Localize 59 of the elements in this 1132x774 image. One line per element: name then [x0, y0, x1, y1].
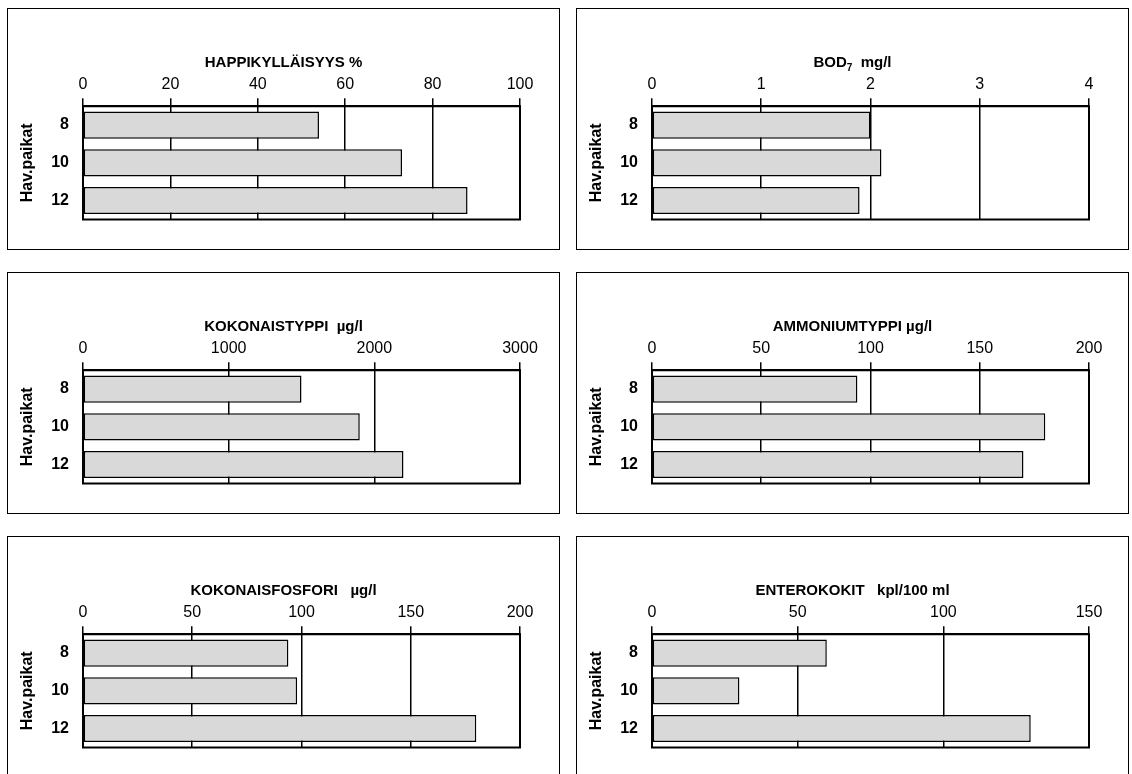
x-tick-label: 100 — [929, 603, 957, 621]
y-tick-label: 8 — [60, 379, 70, 397]
y-tick-label: 10 — [620, 417, 639, 435]
y-tick-label: 10 — [51, 681, 70, 699]
y-axis-title: Hav.paikat — [18, 122, 36, 203]
y-tick-label: 8 — [629, 643, 639, 661]
x-tick-label: 150 — [1075, 603, 1103, 621]
x-tick-label: 50 — [788, 603, 807, 621]
x-tick-label: 3 — [975, 75, 985, 93]
chart-title: ENTEROKOKIT kpl/100 ml — [754, 581, 951, 598]
y-axis-title: Hav.paikat — [587, 650, 605, 731]
x-tick-label: 200 — [1075, 339, 1103, 357]
y-tick-label: 10 — [51, 417, 70, 435]
x-tick-label: 40 — [248, 75, 267, 93]
y-tick-label: 8 — [629, 115, 639, 133]
x-tick-label: 4 — [1084, 75, 1094, 93]
chart-title: BOD$_{7}$ mg/l — [812, 53, 893, 73]
chart-title: KOKONAISTYPPI µg/l — [203, 317, 364, 334]
y-tick-label: 10 — [620, 681, 639, 699]
x-tick-label: 1 — [756, 75, 766, 93]
y-tick-label: 12 — [620, 190, 639, 208]
x-tick-label: 0 — [78, 339, 88, 357]
y-tick-label: 12 — [51, 454, 70, 472]
y-axis-title: Hav.paikat — [18, 650, 36, 731]
x-tick-label: 60 — [336, 75, 355, 93]
x-tick-label: 150 — [397, 603, 425, 621]
chart-title: KOKONAISFOSFORI µg/l — [189, 581, 378, 598]
x-tick-label: 100 — [288, 603, 315, 621]
x-tick-label: 2 — [866, 75, 876, 93]
chart-title: HAPPIKYLLÄISYYS % — [203, 53, 364, 70]
y-tick-label: 8 — [629, 379, 639, 397]
x-tick-label: 50 — [752, 339, 771, 357]
y-tick-label: 8 — [60, 115, 70, 133]
x-tick-label: 3000 — [502, 339, 538, 357]
x-tick-label: 100 — [857, 339, 884, 357]
x-tick-label: 80 — [423, 75, 442, 93]
x-tick-label: 200 — [506, 603, 534, 621]
y-tick-label: 12 — [620, 718, 639, 736]
x-tick-label: 0 — [78, 75, 88, 93]
x-tick-label: 0 — [647, 75, 657, 93]
y-tick-label: 10 — [620, 153, 639, 171]
x-tick-label: 0 — [78, 603, 88, 621]
y-tick-label: 12 — [51, 718, 70, 736]
x-tick-label: 20 — [161, 75, 180, 93]
y-axis-title: Hav.paikat — [587, 386, 605, 467]
y-tick-label: 10 — [51, 153, 70, 171]
y-tick-label: 8 — [60, 643, 70, 661]
x-tick-label: 1000 — [210, 339, 247, 357]
y-tick-label: 12 — [51, 190, 70, 208]
x-tick-label: 150 — [966, 339, 994, 357]
x-tick-label: 2000 — [356, 339, 393, 357]
x-tick-label: 50 — [183, 603, 202, 621]
chart-title: AMMONIUMTYPPI µg/l — [771, 317, 934, 334]
x-tick-label: 0 — [647, 339, 657, 357]
y-axis-title: Hav.paikat — [587, 122, 605, 203]
y-axis-title: Hav.paikat — [18, 386, 36, 467]
x-tick-label: 100 — [506, 75, 534, 93]
x-tick-label: 0 — [647, 603, 657, 621]
y-tick-label: 12 — [620, 454, 639, 472]
